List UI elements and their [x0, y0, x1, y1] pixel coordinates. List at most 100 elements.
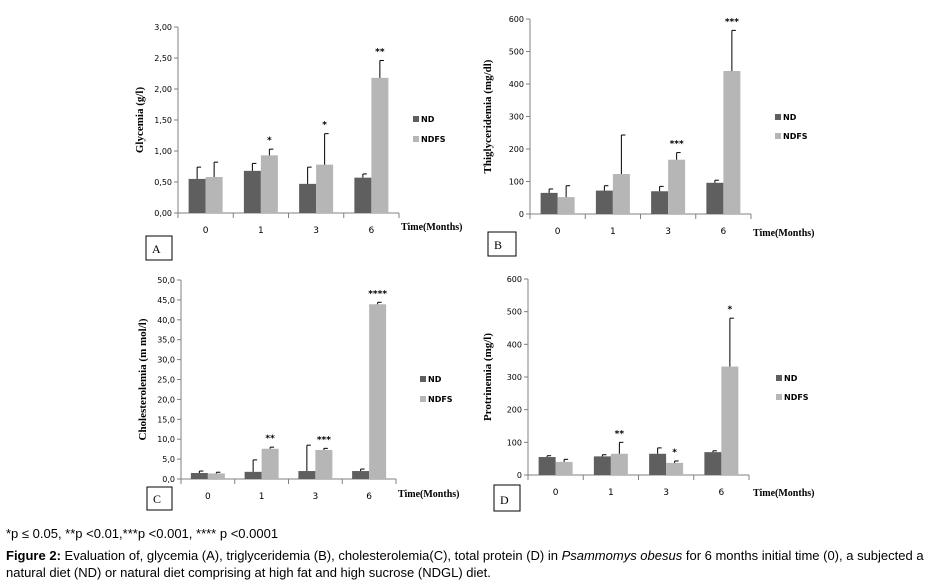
significance-mark: * — [267, 136, 272, 146]
x-category-label: 0 — [203, 226, 209, 236]
y-tick-label: 0,00 — [154, 209, 172, 218]
legend-swatch-ndfs — [775, 133, 781, 139]
bar-nd — [354, 177, 372, 213]
significance-mark: * — [672, 448, 677, 458]
x-category-label: 3 — [663, 488, 669, 498]
bar-ndfs — [721, 366, 739, 475]
x-axis-label: Time(Months) — [753, 228, 814, 239]
y-tick-label: 100 — [507, 438, 522, 447]
x-category-label: 3 — [313, 492, 319, 502]
bar-ndfs — [557, 197, 575, 214]
bar-nd — [298, 471, 316, 479]
y-tick-label: 300 — [509, 113, 524, 122]
y-tick-label: 400 — [509, 80, 524, 89]
panel-label-box — [487, 231, 517, 257]
y-tick-label: 500 — [507, 308, 522, 317]
bar-nd — [352, 471, 370, 479]
y-tick-label: 40,0 — [157, 316, 175, 325]
significance-mark: *** — [317, 435, 331, 445]
y-tick-label: 0 — [519, 210, 524, 219]
bar-nd — [188, 178, 206, 213]
bar-nd — [595, 190, 613, 214]
x-category-label: 0 — [205, 492, 211, 502]
significance-mark: **** — [368, 289, 387, 299]
legend-swatch-nd — [776, 375, 782, 381]
y-tick-label: 0,0 — [162, 475, 175, 484]
y-tick-label: 2,00 — [154, 85, 172, 94]
chart-panel-b: 0 100 200 300 400 500 600 0 1 *** 3 *** 6 Time(Months… — [482, 15, 814, 257]
panel-label-box — [146, 486, 173, 511]
y-tick-label: 1,50 — [154, 116, 172, 125]
panel-label-box — [493, 484, 521, 512]
panel-label: D — [500, 493, 509, 507]
panel-label-box — [145, 235, 173, 261]
y-tick-label: 45,0 — [157, 296, 175, 305]
legend-label-ndfs: NDFS — [421, 135, 446, 144]
x-axis-label: Time(Months) — [398, 489, 459, 500]
x-category-label: 1 — [608, 488, 614, 498]
legend-label-ndfs: NDFS — [784, 393, 809, 402]
x-axis-label: Time(Months) — [401, 222, 462, 233]
caption-lead: Figure 2: — [6, 548, 61, 563]
y-tick-label: 15,0 — [157, 415, 175, 424]
significance-footnote: *p ≤ 0.05, **p <0.01,***p <0.001, **** p… — [6, 526, 279, 541]
significance-mark: *** — [670, 140, 684, 150]
bar-nd — [244, 471, 262, 479]
x-category-label: 6 — [721, 227, 727, 237]
x-axis-label: Time(Months) — [753, 488, 814, 499]
y-tick-label: 200 — [509, 145, 524, 154]
bar-nd — [649, 453, 667, 475]
bar-nd — [704, 452, 722, 475]
x-category-label: 3 — [665, 227, 671, 237]
x-category-label: 1 — [610, 227, 616, 237]
significance-mark: * — [728, 305, 733, 315]
y-tick-label: 3,00 — [154, 23, 172, 32]
y-tick-label: 10,0 — [157, 435, 175, 444]
y-tick-label: 200 — [507, 406, 522, 415]
y-tick-label: 35,0 — [157, 336, 175, 345]
legend-label-ndfs: NDFS — [783, 132, 808, 141]
panel-label: A — [152, 242, 161, 256]
figure-charts: 0,000,501,001,502,002,503,000*1*3**6 Time… — [134, 15, 814, 512]
x-category-label: 6 — [719, 488, 725, 498]
y-tick-label: 20,0 — [157, 395, 175, 404]
y-tick-label: 300 — [507, 373, 522, 382]
bar-ndfs — [555, 461, 573, 475]
chart-panel-a: 0,00 0,50 1,00 1,50 2,00 2,50 3,00 0 * 1 * 3 ** 6 Time… — [134, 23, 462, 261]
panel-label: C — [153, 492, 161, 506]
x-category-label: 1 — [259, 492, 265, 502]
y-tick-label: 400 — [507, 340, 522, 349]
legend-swatch-nd — [420, 376, 426, 382]
y-tick-label: 25,0 — [157, 376, 175, 385]
y-tick-label: 600 — [509, 15, 524, 24]
significance-mark: ** — [615, 429, 625, 439]
legend-label-nd: ND — [428, 375, 442, 384]
bar-nd — [706, 182, 724, 214]
y-tick-label: 0,50 — [154, 178, 172, 187]
y-tick-label: 2,50 — [154, 54, 172, 63]
legend-swatch-ndfs — [413, 136, 419, 142]
x-category-label: 1 — [258, 226, 264, 236]
bar-nd — [299, 183, 317, 213]
legend-label-nd: ND — [421, 115, 435, 124]
y-axis-label: Thiglyceridemia (mg/dl) — [482, 59, 494, 173]
bar-ndfs — [610, 453, 628, 475]
y-axis-label: Cholesterolemia (m mol/l) — [137, 318, 149, 440]
y-tick-label: 100 — [509, 178, 524, 187]
caption-text-1: Evaluation of, glycemia (A), triglycerid… — [60, 548, 562, 563]
bar-nd — [538, 457, 556, 475]
bar-nd — [593, 456, 611, 475]
y-tick-label: 50,0 — [157, 276, 175, 285]
x-category-label: 0 — [555, 227, 561, 237]
bar-ndfs — [612, 174, 630, 214]
x-category-label: 3 — [313, 226, 319, 236]
y-axis-label: Glycemia (g/l) — [134, 87, 146, 154]
y-axis-label: Protrinemia (mg/l) — [482, 333, 494, 421]
bar-ndfs — [261, 448, 279, 479]
chart-panel-c: 0,0 5,0 10,0 15,0 20,0 25,0 30,0 35,0 40,0 45,0 50… — [137, 276, 459, 511]
bar-ndfs — [723, 71, 741, 214]
chart-panel-d: 0 100 200 300 400 500 600 0 ** 1 * 3 * 6 Time(Months) P… — [482, 275, 814, 512]
y-tick-label: 30,0 — [157, 356, 175, 365]
legend-swatch-ndfs — [420, 396, 426, 402]
x-category-label: 6 — [369, 226, 375, 236]
